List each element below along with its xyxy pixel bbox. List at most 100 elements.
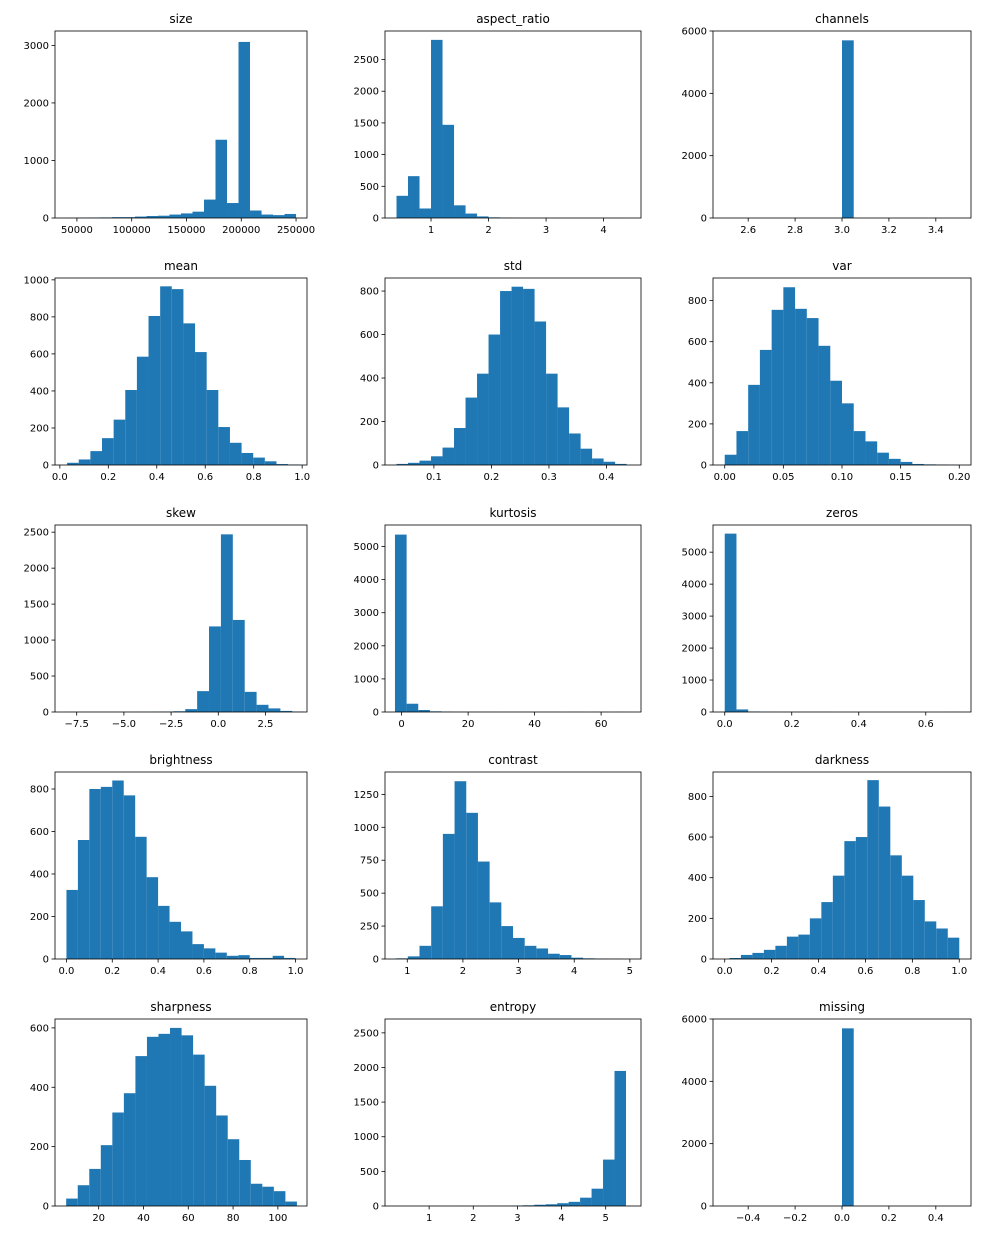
- histogram-title: brightness: [149, 753, 212, 767]
- x-tick-label: 20: [92, 1213, 105, 1224]
- histogram-bar: [546, 373, 558, 465]
- histogram-bar: [752, 952, 764, 959]
- x-tick-label: 0.8: [242, 966, 258, 977]
- histogram-bar: [160, 286, 172, 465]
- x-tick-label: 150000: [167, 225, 205, 236]
- histogram-bar: [431, 456, 443, 465]
- histogram-bar: [280, 710, 293, 712]
- histogram-bar: [273, 215, 285, 218]
- histogram-bar: [924, 921, 937, 959]
- y-tick-label: 1500: [354, 1098, 379, 1109]
- y-tick-label: 1000: [354, 150, 379, 161]
- histogram-panel: 0.1 0.2 0.3 0.4 0 200 400 600 800 std: [360, 259, 642, 483]
- histogram-bar: [77, 840, 90, 959]
- y-tick-label: 3000: [354, 608, 379, 619]
- x-tick-label: 50000: [61, 225, 93, 236]
- x-tick-label: −0.4: [736, 1213, 760, 1224]
- y-tick-label: 500: [360, 889, 379, 900]
- histogram-panel: 0.00 0.05 0.10 0.15 0.20 0 200 400 600 800 var: [688, 259, 972, 483]
- y-tick-label: 0: [43, 955, 49, 966]
- histogram-bar: [232, 619, 245, 712]
- x-tick-label: 0.2: [104, 966, 120, 977]
- histogram-bar: [285, 1201, 297, 1206]
- histogram-bar: [888, 458, 901, 465]
- histogram-bar: [407, 956, 420, 959]
- x-tick-label: 60: [182, 1213, 195, 1224]
- histogram-bar: [273, 1191, 286, 1206]
- histogram-bar: [418, 710, 430, 712]
- histogram-bar: [134, 216, 147, 218]
- histogram-panel: 1 2 3 4 5 0 500 1000 1500 2000 2500 entropy: [354, 1000, 642, 1224]
- y-tick-label: 500: [360, 1167, 379, 1178]
- x-tick-label: 0.00: [714, 472, 736, 483]
- y-tick-label: 4000: [682, 580, 707, 591]
- y-tick-label: 2000: [24, 98, 49, 109]
- y-tick-label: 1000: [24, 636, 49, 647]
- histogram-bar: [229, 442, 242, 465]
- x-tick-label: 0.10: [831, 472, 853, 483]
- histogram-bar: [227, 1139, 240, 1206]
- x-tick-label: 0.20: [948, 472, 970, 483]
- x-tick-label: 2: [485, 225, 491, 236]
- histogram-bar: [783, 287, 796, 465]
- histogram-panel: 0.0 0.2 0.4 0.6 0.8 1.0 0 200 400 600 800 1000 mean: [24, 259, 311, 483]
- histogram-bar: [771, 309, 784, 465]
- y-tick-label: 600: [30, 349, 49, 360]
- x-tick-label: 4: [600, 225, 606, 236]
- y-tick-label: 2500: [354, 1028, 379, 1039]
- y-tick-label: 400: [688, 378, 707, 389]
- y-tick-label: 200: [688, 914, 707, 925]
- histogram-bar: [842, 403, 854, 465]
- histogram-bar: [548, 953, 560, 959]
- x-tick-label: 40: [137, 1213, 150, 1224]
- histogram-bar: [396, 195, 409, 218]
- x-tick-label: −2.5: [159, 719, 183, 730]
- y-tick-label: 1000: [354, 674, 379, 685]
- x-tick-label: 4: [558, 1213, 564, 1224]
- histogram-bar: [580, 448, 593, 465]
- histogram-panel: 0.0 0.2 0.4 0.6 0.8 1.0 0 200 400 600 800 brightnes…: [30, 753, 308, 977]
- histogram-bar: [615, 463, 627, 465]
- histogram-bar: [158, 905, 170, 960]
- histogram-bar: [215, 952, 227, 960]
- histogram-bar: [215, 139, 228, 218]
- x-tick-label: 5: [603, 1213, 609, 1224]
- y-tick-label: 0: [701, 955, 707, 966]
- histogram-title: mean: [164, 259, 198, 273]
- histogram-bar: [169, 921, 181, 959]
- x-tick-label: 20: [462, 719, 475, 730]
- histogram-panel: 20 40 60 80 100 0 200 400 600 sharpness: [30, 1000, 308, 1224]
- histogram-bar: [591, 1188, 604, 1206]
- histogram-title: darkness: [815, 753, 869, 767]
- histogram-bar: [786, 936, 799, 959]
- y-tick-label: 0: [43, 1202, 49, 1213]
- histogram-bar: [571, 957, 584, 959]
- histogram-panel: 0.0 0.2 0.4 0.6 0.8 1.0 0 200 400 600 800 darkness: [688, 753, 972, 977]
- histogram-bar: [146, 215, 158, 218]
- histogram-bar: [901, 875, 914, 959]
- histogram-bar: [408, 462, 420, 465]
- histogram-bar: [736, 709, 749, 712]
- x-tick-label: 1.0: [294, 472, 310, 483]
- histogram-bar: [220, 534, 233, 712]
- histogram-bar: [394, 534, 407, 712]
- axes-frame: [712, 524, 972, 713]
- x-tick-label: 60: [595, 719, 608, 730]
- histogram-bar: [534, 321, 547, 465]
- x-tick-label: 0.6: [918, 719, 934, 730]
- x-tick-label: 2: [460, 966, 466, 977]
- y-tick-label: 400: [30, 386, 49, 397]
- histogram-bar: [557, 407, 570, 465]
- y-tick-label: 200: [688, 419, 707, 430]
- x-tick-label: 0: [398, 719, 404, 730]
- x-tick-label: 0.2: [483, 472, 499, 483]
- y-tick-label: 0: [701, 461, 707, 472]
- histogram-title: kurtosis: [489, 506, 536, 520]
- histogram-bar: [170, 1027, 182, 1206]
- histogram-bar: [276, 464, 289, 465]
- histogram-panel: 1 2 3 4 5 0 250 500 750 1000 1250 contrast: [354, 753, 642, 977]
- histogram-bar: [204, 1085, 217, 1206]
- histogram-bar: [513, 937, 525, 959]
- histogram-title: var: [832, 259, 851, 273]
- histogram-bar: [408, 176, 420, 218]
